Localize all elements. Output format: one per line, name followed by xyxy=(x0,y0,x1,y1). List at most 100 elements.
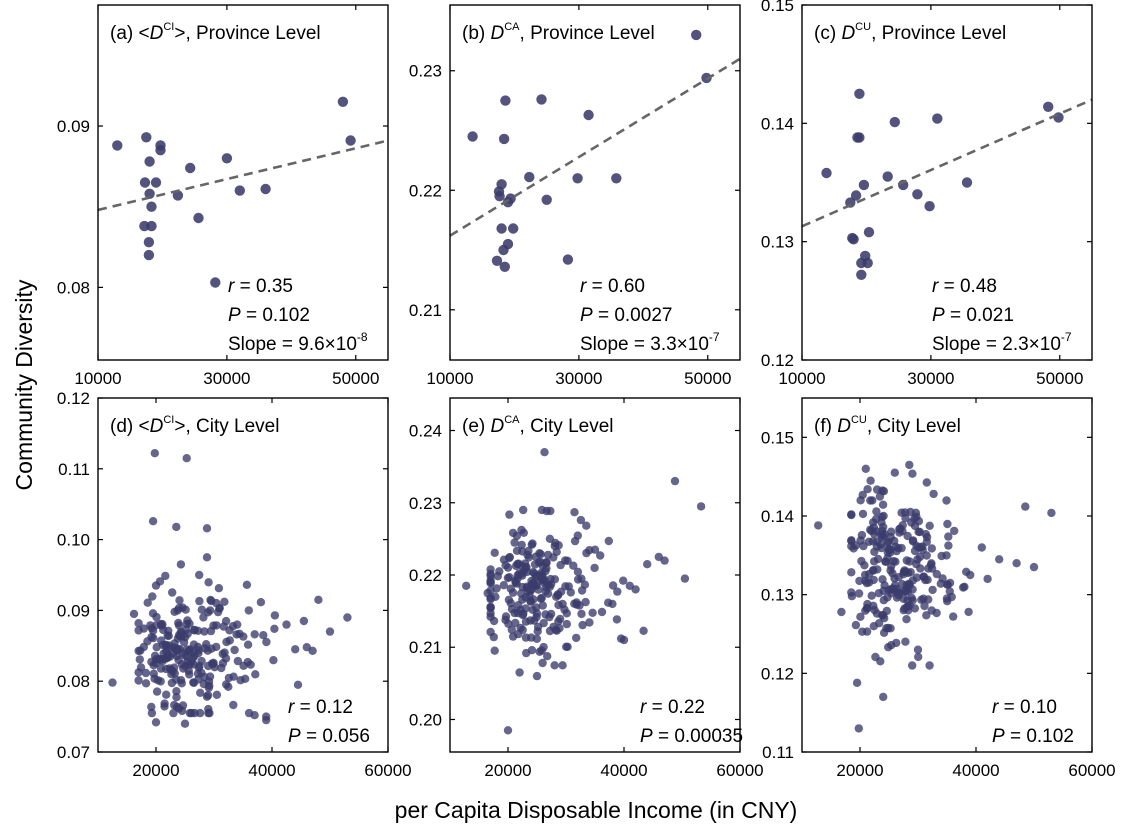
data-point xyxy=(177,660,187,669)
data-point xyxy=(581,597,590,607)
data-point xyxy=(524,553,534,562)
data-point xyxy=(572,633,581,643)
data-point xyxy=(912,512,921,521)
data-point xyxy=(569,561,578,570)
stat-value: = 0.056 xyxy=(301,726,370,747)
panel-title-var: D xyxy=(150,23,164,44)
data-point xyxy=(486,565,495,574)
stat-value: = 0.60 xyxy=(586,276,645,297)
panel-title-suffix: , City Level xyxy=(867,416,961,437)
data-point xyxy=(570,599,579,608)
data-point xyxy=(490,646,499,655)
data-point xyxy=(518,595,527,604)
data-point xyxy=(927,544,936,553)
data-point xyxy=(588,608,597,617)
data-point xyxy=(550,661,559,670)
data-point xyxy=(144,156,155,167)
data-point xyxy=(270,611,280,620)
data-point xyxy=(197,668,206,677)
data-point xyxy=(182,619,191,629)
data-point xyxy=(905,460,914,470)
panel-title-sup: CI xyxy=(163,414,174,426)
data-point xyxy=(291,645,300,654)
data-point xyxy=(1029,562,1039,572)
data-point xyxy=(887,527,896,536)
data-point xyxy=(519,505,528,515)
data-point xyxy=(506,599,515,608)
data-point xyxy=(512,579,521,588)
x-tick-label: 60000 xyxy=(1068,761,1115,780)
data-point xyxy=(926,560,936,569)
stat-line: r = 0.48 xyxy=(932,276,997,297)
x-tick-label: 10000 xyxy=(778,369,825,388)
data-point xyxy=(524,546,533,556)
x-tick-label: 30000 xyxy=(555,369,602,388)
data-point xyxy=(854,589,864,598)
data-point xyxy=(534,558,544,567)
data-point xyxy=(108,678,117,687)
data-point xyxy=(522,567,532,577)
data-point xyxy=(195,596,204,606)
data-point xyxy=(613,587,622,596)
data-point xyxy=(159,625,168,635)
data-point xyxy=(925,521,934,530)
data-point xyxy=(964,607,973,617)
data-point xyxy=(269,656,278,665)
stat-label: r xyxy=(580,276,587,297)
data-point xyxy=(518,610,527,620)
stat-line: P = 0.021 xyxy=(932,305,1014,326)
data-point xyxy=(528,539,537,548)
panel-title: (e) DCA, City Level xyxy=(462,414,614,437)
data-point xyxy=(343,613,352,622)
data-point xyxy=(932,608,941,618)
data-point xyxy=(180,719,190,728)
data-point xyxy=(914,527,923,536)
data-point xyxy=(229,700,238,710)
y-tick-label: 0.21 xyxy=(409,638,442,657)
data-point xyxy=(863,485,872,494)
data-point xyxy=(141,679,151,688)
data-point xyxy=(259,631,268,640)
data-point xyxy=(500,95,511,106)
y-axis-label: Community Diversity xyxy=(11,279,37,490)
stat-label: P xyxy=(992,726,1005,747)
data-point xyxy=(218,659,228,668)
data-point xyxy=(851,620,861,630)
data-point xyxy=(863,227,875,238)
data-point xyxy=(189,678,199,687)
data-point xyxy=(869,601,878,610)
data-point xyxy=(204,708,213,718)
data-point xyxy=(172,675,181,684)
data-point xyxy=(596,551,605,560)
data-point xyxy=(143,237,155,248)
panel-title-var: D xyxy=(491,23,505,44)
data-point xyxy=(179,638,189,647)
data-point xyxy=(866,476,875,485)
data-point xyxy=(501,612,511,621)
x-tick-label: 50000 xyxy=(332,369,379,388)
data-point xyxy=(508,588,518,597)
data-point xyxy=(872,514,881,524)
data-point xyxy=(902,615,911,624)
stat-value: = 0.102 xyxy=(241,305,310,326)
data-point xyxy=(230,645,239,655)
data-point xyxy=(221,153,233,164)
data-point xyxy=(235,629,244,638)
data-point xyxy=(147,708,157,718)
stat-label: P xyxy=(640,726,653,747)
data-point xyxy=(176,560,186,569)
x-tick-label: 60000 xyxy=(364,761,411,780)
y-tick-label: 0.22 xyxy=(409,566,442,585)
data-point xyxy=(139,177,151,188)
data-point xyxy=(193,212,204,224)
data-point xyxy=(858,179,870,191)
data-point xyxy=(527,585,536,594)
x-axis-label: per Capita Disposable Income (in CNY) xyxy=(395,797,798,823)
panel-title-sup: CA xyxy=(504,21,520,33)
data-point xyxy=(850,190,862,201)
data-point xyxy=(1053,112,1064,123)
data-point xyxy=(585,546,594,555)
panel-title-prefix: (e) xyxy=(462,416,491,437)
data-point xyxy=(170,639,179,648)
